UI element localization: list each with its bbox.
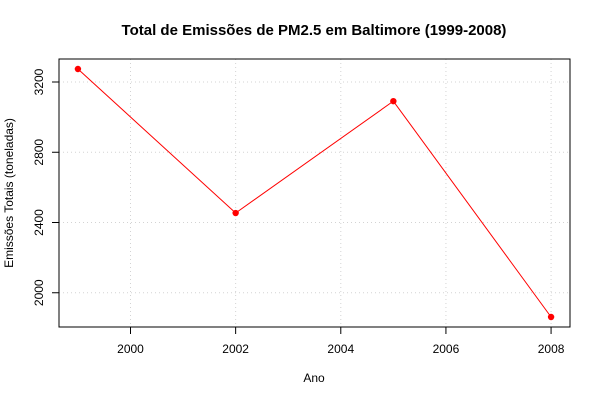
x-tick-label: 2002 [222,342,249,356]
x-axis-label: Ano [303,371,325,385]
y-tick-label: 2800 [32,139,46,166]
x-tick-label: 2000 [117,342,144,356]
y-tick-label: 3200 [32,68,46,95]
plot-frame [58,58,571,328]
series-line [77,68,552,318]
y-tick-label: 2400 [32,209,46,236]
grid [59,59,570,327]
data-series [74,65,555,321]
x-axis: 2000 2002 2004 2006 2008 [117,327,565,356]
y-tick-label: 2000 [32,279,46,306]
x-tick-label: 2004 [327,342,354,356]
chart-title: Total de Emissões de PM2.5 em Baltimore … [122,22,507,39]
data-point [390,97,397,105]
y-axis-label: Emissões Totais (toneladas) [2,118,16,268]
x-tick-label: 2006 [433,342,460,356]
data-point [547,313,555,321]
y-axis: 2000 2400 2800 3200 [32,68,59,306]
data-point [232,209,239,217]
x-tick-label: 2008 [538,342,565,356]
data-point [74,65,82,73]
